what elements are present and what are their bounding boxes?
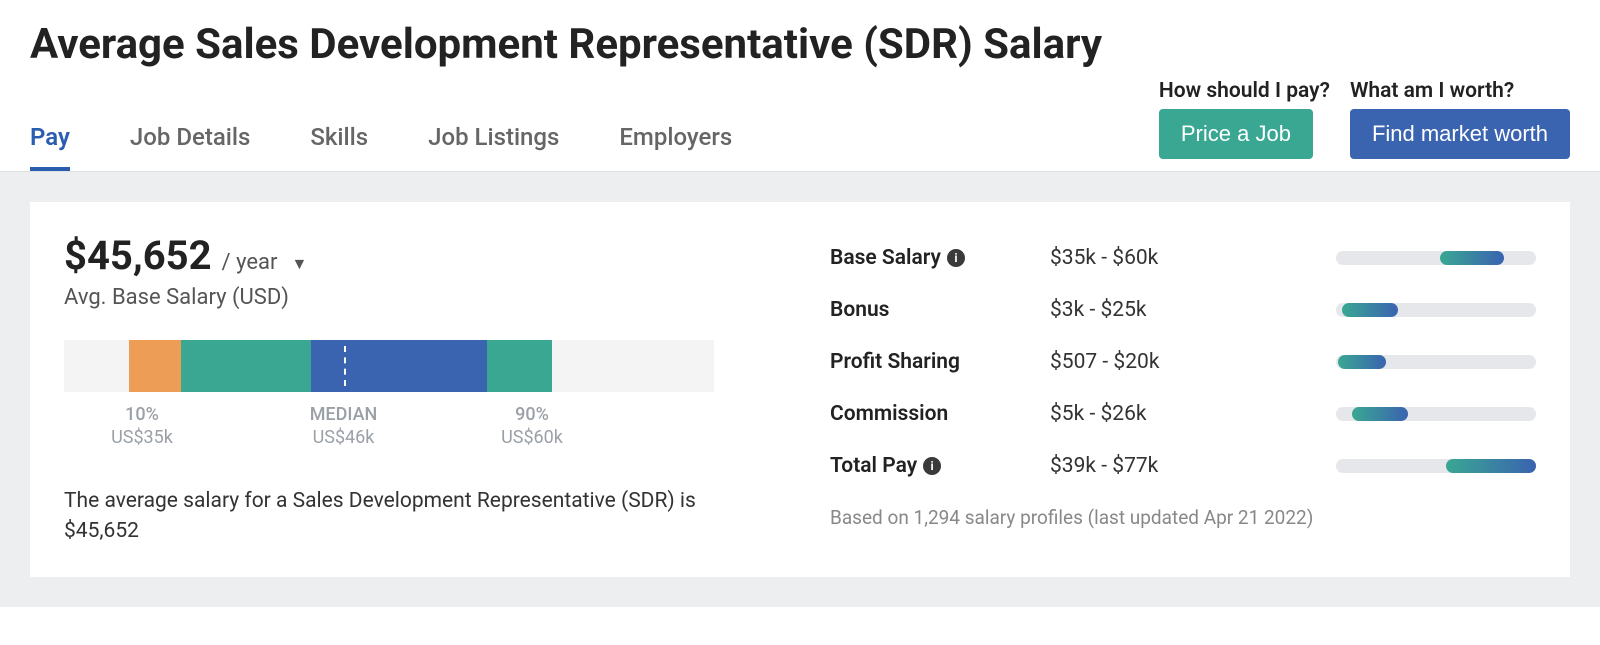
distribution-segment (487, 340, 552, 392)
distribution-label: 10%US$35k (111, 404, 173, 448)
salary-per: / year (222, 250, 278, 275)
cta-price-job-col: How should I pay? Price a Job (1159, 79, 1330, 159)
tab-employers[interactable]: Employers (619, 103, 732, 171)
compensation-row: Profit Sharing$507 - $20k (830, 336, 1536, 388)
cta-price-job-question: How should I pay? (1159, 79, 1330, 103)
compensation-range-bar (1336, 407, 1536, 421)
cta-market-worth-col: What am I worth? Find market worth (1350, 79, 1570, 159)
compensation-table: Base Salary i$35k - $60kBonus$3k - $25kP… (830, 232, 1536, 492)
tabs: Pay Job Details Skills Job Listings Employer… (30, 103, 732, 171)
compensation-row: Total Pay i$39k - $77k (830, 440, 1536, 492)
compensation-row: Bonus$3k - $25k (830, 284, 1536, 336)
info-icon[interactable]: i (923, 457, 941, 475)
cta-market-worth-question: What am I worth? (1350, 79, 1514, 103)
compensation-range-bar (1336, 355, 1536, 369)
distribution-label: MEDIANUS$46k (310, 404, 378, 448)
header-row: Pay Job Details Skills Job Listings Employer… (0, 79, 1600, 172)
salary-panel: $45,652 / year ▼ Avg. Base Salary (USD) … (30, 202, 1570, 577)
distribution-segment (129, 340, 181, 392)
distribution-chart: 10%US$35k MEDIANUS$46k 90%US$60k (64, 340, 770, 460)
distribution-bar (64, 340, 714, 392)
price-a-job-button[interactable]: Price a Job (1159, 109, 1313, 159)
salary-sublabel: Avg. Base Salary (USD) (64, 285, 770, 310)
tab-pay[interactable]: Pay (30, 103, 70, 171)
compensation-range-bar (1336, 303, 1536, 317)
compensation-name: Base Salary i (830, 246, 1050, 270)
compensation-range: $3k - $25k (1050, 298, 1240, 322)
compensation-range-bar (1336, 251, 1536, 265)
compensation-range-fill (1342, 303, 1398, 317)
page-title: Average Sales Development Representative… (0, 0, 1600, 79)
tab-job-details[interactable]: Job Details (130, 103, 250, 171)
find-market-worth-button[interactable]: Find market worth (1350, 109, 1570, 159)
compensation-name: Profit Sharing (830, 350, 1050, 374)
caret-down-icon[interactable]: ▼ (287, 254, 307, 274)
compensation-range-fill (1446, 459, 1536, 473)
distribution-segment (552, 340, 715, 392)
distribution-segment (311, 340, 487, 392)
compensation-breakdown: Base Salary i$35k - $60kBonus$3k - $25kP… (830, 232, 1536, 547)
tab-job-listings[interactable]: Job Listings (428, 103, 559, 171)
salary-amount: $45,652 (64, 232, 212, 279)
compensation-range: $5k - $26k (1050, 402, 1240, 426)
compensation-range-fill (1440, 251, 1504, 265)
distribution-segment (64, 340, 129, 392)
info-icon[interactable]: i (947, 249, 965, 267)
distribution-segment (181, 340, 311, 392)
distribution-labels: 10%US$35k MEDIANUS$46k 90%US$60k (64, 404, 714, 460)
compensation-range: $39k - $77k (1050, 454, 1240, 478)
compensation-name: Bonus (830, 298, 1050, 322)
salary-summary: $45,652 / year ▼ Avg. Base Salary (USD) … (64, 232, 770, 547)
distribution-label: 90%US$60k (501, 404, 563, 448)
salary-description: The average salary for a Sales Developme… (64, 486, 714, 547)
compensation-range: $507 - $20k (1050, 350, 1240, 374)
compensation-name: Commission (830, 402, 1050, 426)
compensation-range-bar (1336, 459, 1536, 473)
compensation-row: Base Salary i$35k - $60k (830, 232, 1536, 284)
profiles-footnote: Based on 1,294 salary profiles (last upd… (830, 506, 1536, 529)
compensation-range-fill (1352, 407, 1408, 421)
compensation-range-fill (1338, 355, 1386, 369)
cta-group: How should I pay? Price a Job What am I … (1159, 79, 1570, 171)
content-area: $45,652 / year ▼ Avg. Base Salary (USD) … (0, 172, 1600, 607)
tab-skills[interactable]: Skills (310, 103, 368, 171)
salary-amount-row[interactable]: $45,652 / year ▼ (64, 232, 770, 279)
compensation-range: $35k - $60k (1050, 246, 1240, 270)
median-line (344, 346, 346, 386)
compensation-row: Commission$5k - $26k (830, 388, 1536, 440)
compensation-name: Total Pay i (830, 454, 1050, 478)
